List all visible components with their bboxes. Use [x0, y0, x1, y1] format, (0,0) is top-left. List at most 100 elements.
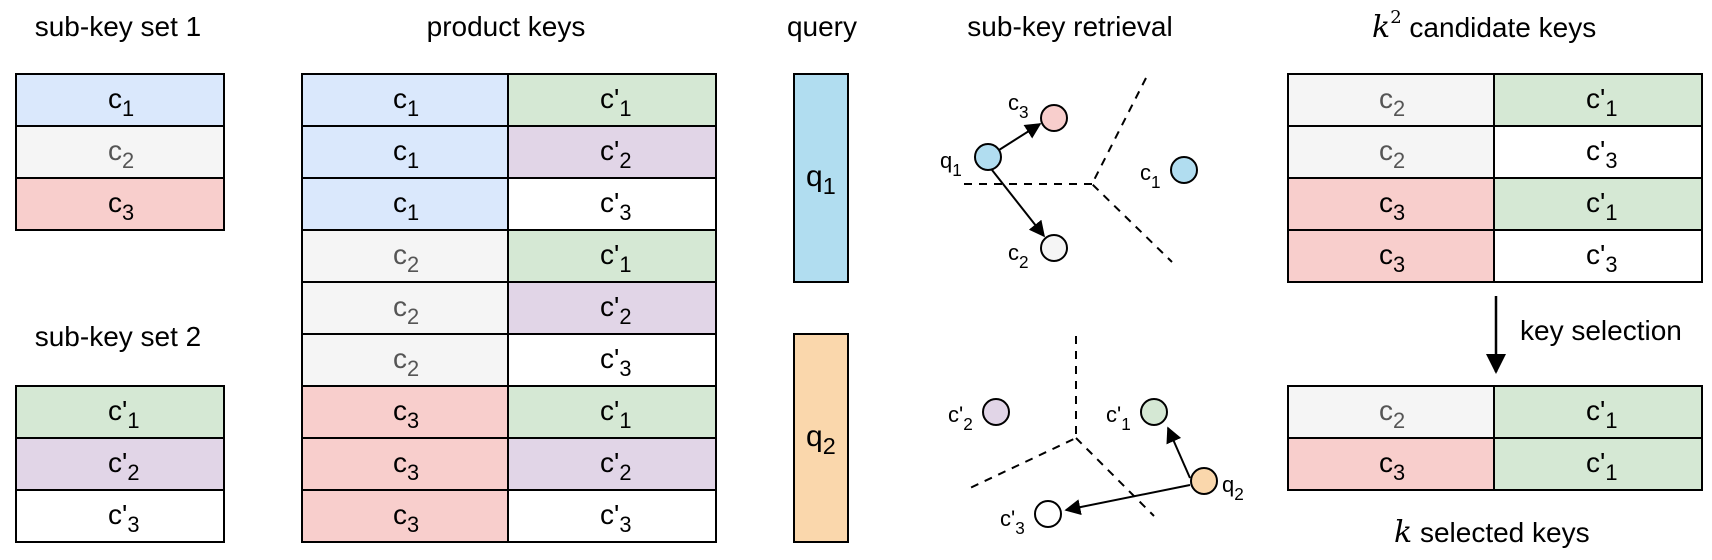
label-subscript: 3	[407, 512, 419, 537]
label-base: c	[393, 499, 407, 530]
product-key-right-cell: c'3	[507, 333, 717, 387]
selected-k-symbol: k	[1394, 515, 1412, 550]
product-keys-table: c1 c'1c1 c'2c1 c'3c2 c'1c2 c'2c2 c'3c3 c'1c3 c'2…	[301, 73, 717, 543]
cell-label: c3	[1379, 187, 1405, 225]
retrieval-point-q1: q1	[940, 143, 1002, 180]
label-base: c	[108, 83, 122, 114]
subkey-set-2-title: sub-key set 2	[35, 321, 202, 352]
point-label: c3	[1008, 90, 1029, 122]
candidate-key-right-cell: c'1	[1493, 177, 1703, 231]
subkey-set-1-row: c2	[15, 125, 225, 179]
cell-label: c'1	[600, 395, 632, 433]
cell-label: c'2	[600, 291, 632, 329]
retrieval-point-c2-prime: c'2	[948, 398, 1010, 434]
label-subscript: 2	[1393, 96, 1405, 121]
label-base: c	[1008, 240, 1019, 265]
label-subscript: 2	[619, 148, 631, 173]
label-subscript: 1	[122, 96, 134, 121]
label-base: c	[393, 343, 407, 374]
point-marker	[1170, 156, 1198, 184]
retrieval-point-c2: c2	[1008, 234, 1068, 272]
selected-keys-label: selected keys	[1412, 517, 1589, 548]
point-label: q2	[1222, 472, 1244, 504]
candidate-key-left-cell: c2	[1287, 73, 1495, 127]
label-base: c'	[108, 447, 127, 478]
cell-label: c3	[393, 447, 419, 485]
cell-background	[507, 489, 717, 543]
subkey-retrieval-title: sub-key retrieval	[967, 11, 1172, 42]
cell-background	[507, 73, 717, 127]
cell-label: c2	[393, 239, 419, 277]
cell-label: c'2	[600, 135, 632, 173]
product-key-left-cell: c3	[301, 437, 509, 491]
label-base: c'	[1586, 83, 1605, 114]
label-subscript: 1	[1605, 408, 1617, 433]
query-title: query	[787, 11, 857, 42]
cell-label: c3	[1379, 447, 1405, 485]
label-base: c	[108, 187, 122, 218]
label-subscript: 1	[1605, 200, 1617, 225]
selected-keys-table: c2 c'1c3 c'1	[1287, 385, 1703, 491]
query-vector-1: q1	[793, 73, 849, 283]
label-base: c	[108, 135, 122, 166]
cell-label: c2	[108, 135, 134, 173]
retrieval-top-partition	[958, 77, 1173, 263]
label-base: c	[1379, 135, 1393, 166]
point-label: c'2	[948, 402, 973, 434]
q2-to-c1prime-arrow	[1166, 426, 1191, 479]
cell-background	[1287, 125, 1495, 179]
label-subscript: 2	[823, 433, 836, 459]
label-subscript: 3	[122, 200, 134, 225]
point-label: c'1	[1106, 402, 1131, 434]
label-subscript: 2	[1393, 148, 1405, 173]
subkey-set-2-row: c'3	[15, 489, 225, 543]
cell-background	[15, 437, 225, 491]
cell-label: c2	[1379, 135, 1405, 173]
candidate-k-exponent: 2	[1390, 7, 1401, 28]
retrieval-point-q2: q2	[1190, 467, 1244, 504]
selected-keys-title: k selected keys	[1394, 515, 1590, 550]
label-subscript: 2	[122, 148, 134, 173]
cell-label: c1	[393, 135, 419, 173]
cell-background	[15, 385, 225, 439]
label-subscript: 3	[1393, 460, 1405, 485]
product-key-left-cell: c2	[301, 281, 509, 335]
retrieval-point-c3: c3	[1008, 90, 1068, 132]
label-base: c'	[1586, 135, 1605, 166]
cell-label: c2	[1379, 395, 1405, 433]
label-subscript: 2	[1019, 252, 1029, 272]
candidate-key-left-cell: c3	[1287, 177, 1495, 231]
query-vector-box	[793, 73, 849, 283]
label-subscript: 2	[963, 414, 973, 434]
cell-label: c'1	[108, 395, 140, 433]
cell-label: c'3	[1586, 239, 1618, 277]
selected-key-left-cell: c2	[1287, 385, 1495, 439]
candidate-key-left-cell: c3	[1287, 229, 1495, 283]
label-subscript: 1	[407, 96, 419, 121]
cell-background	[507, 229, 717, 283]
label-subscript: 2	[619, 304, 631, 329]
label-subscript: 3	[1605, 252, 1617, 277]
candidate-key-right-cell: c'3	[1493, 229, 1703, 283]
product-key-left-cell: c1	[301, 177, 509, 231]
label-base: c	[1379, 395, 1393, 426]
label-base: c	[393, 395, 407, 426]
label-base: c	[393, 83, 407, 114]
label-subscript: 2	[1234, 484, 1244, 504]
candidate-keys-table: c2 c'1c2 c'3c3 c'1c3 c'3	[1287, 73, 1703, 283]
cell-background	[1493, 229, 1703, 283]
label-base: q	[940, 148, 952, 173]
cell-background	[1493, 437, 1703, 491]
subkey-set-2-table: c'1c'2c'3	[15, 385, 225, 543]
product-key-right-cell: c'1	[507, 229, 717, 283]
label-base: c'	[600, 83, 619, 114]
candidate-keys-title: k2 candidate keys	[1372, 7, 1596, 45]
cell-label: c'3	[600, 343, 632, 381]
label-subscript: 2	[619, 460, 631, 485]
point-marker	[982, 398, 1010, 426]
label-base: c	[1379, 239, 1393, 270]
cell-background	[301, 489, 509, 543]
product-key-left-cell: c3	[301, 489, 509, 543]
key-selection-label: key selection	[1520, 315, 1682, 346]
label-subscript: 3	[619, 512, 631, 537]
